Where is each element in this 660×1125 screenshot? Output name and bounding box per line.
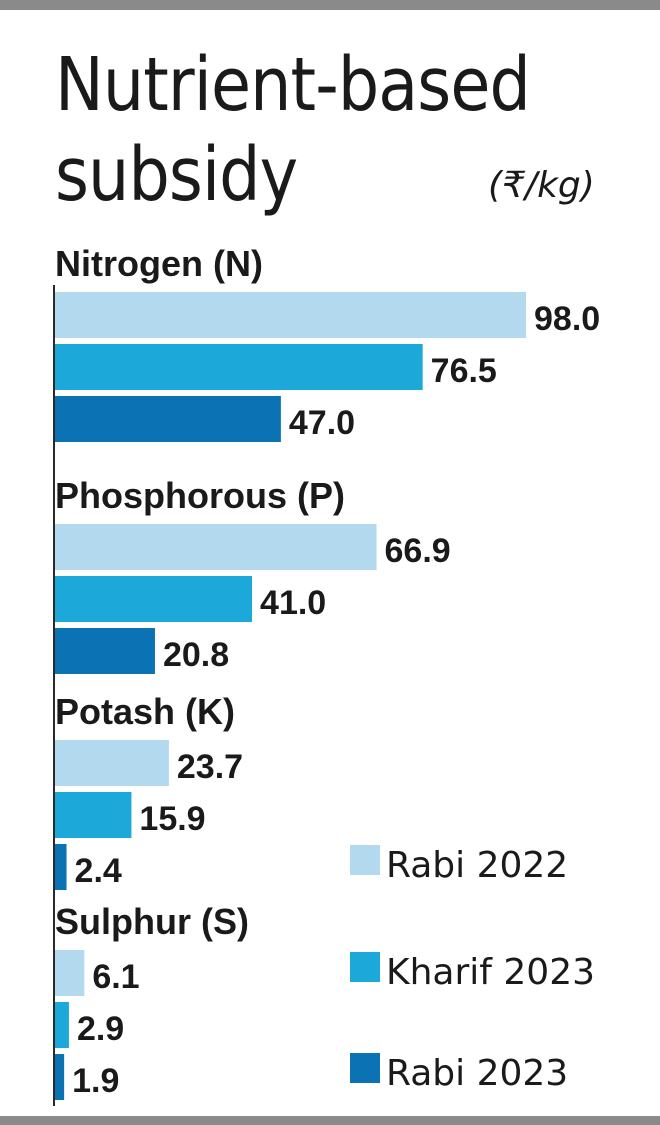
chart-title-line-1: Nutrient-based bbox=[55, 42, 531, 128]
bar-nitrogen-n-rabi-2023 bbox=[55, 396, 281, 442]
category-label-sulphur-s: Sulphur (S) bbox=[55, 901, 249, 942]
bottom-rule bbox=[0, 1116, 660, 1125]
top-rule bbox=[0, 0, 660, 10]
bar-phosphorous-p-rabi-2022 bbox=[55, 524, 377, 570]
bar-potash-k-kharif-2023 bbox=[55, 792, 132, 838]
bar-sulphur-s-kharif-2023 bbox=[55, 1002, 69, 1048]
bar-nitrogen-n-rabi-2022 bbox=[55, 292, 526, 338]
bar-sulphur-s-rabi-2022 bbox=[55, 950, 85, 996]
bar-phosphorous-p-kharif-2023 bbox=[55, 576, 253, 622]
bar-phosphorous-p-rabi-2023 bbox=[55, 628, 155, 674]
value-label-sulphur-s-rabi-2022: 6.1 bbox=[92, 958, 139, 996]
chart-title-line-2: subsidy bbox=[55, 132, 298, 218]
value-label-phosphorous-p-rabi-2023: 20.8 bbox=[163, 636, 229, 674]
bar-potash-k-rabi-2022 bbox=[55, 740, 169, 786]
category-label-potash-k: Potash (K) bbox=[55, 691, 235, 732]
value-label-potash-k-kharif-2023: 15.9 bbox=[139, 800, 205, 838]
category-label-phosphorous-p: Phosphorous (P) bbox=[55, 475, 345, 516]
legend-swatch-kharif-2023 bbox=[350, 952, 380, 982]
value-label-nitrogen-n-kharif-2023: 76.5 bbox=[431, 352, 497, 390]
legend-swatch-rabi-2022 bbox=[350, 845, 380, 875]
legend-label-rabi-2022: Rabi 2022 bbox=[386, 845, 568, 886]
legend-label-kharif-2023: Kharif 2023 bbox=[386, 952, 595, 993]
value-label-potash-k-rabi-2023: 2.4 bbox=[75, 852, 122, 890]
bar-potash-k-rabi-2023 bbox=[55, 844, 67, 890]
unit-label: (₹/kg) bbox=[488, 165, 595, 206]
value-label-sulphur-s-kharif-2023: 2.9 bbox=[77, 1010, 124, 1048]
value-label-nitrogen-n-rabi-2023: 47.0 bbox=[289, 404, 355, 442]
legend-label-rabi-2023: Rabi 2023 bbox=[386, 1053, 568, 1094]
value-label-nitrogen-n-rabi-2022: 98.0 bbox=[534, 300, 600, 338]
category-label-nitrogen-n: Nitrogen (N) bbox=[55, 243, 263, 284]
bar-nitrogen-n-kharif-2023 bbox=[55, 344, 423, 390]
value-label-potash-k-rabi-2022: 23.7 bbox=[177, 748, 243, 786]
value-label-phosphorous-p-kharif-2023: 41.0 bbox=[260, 584, 326, 622]
legend-swatch-rabi-2023 bbox=[350, 1053, 380, 1083]
bar-sulphur-s-rabi-2023 bbox=[55, 1054, 65, 1100]
value-label-sulphur-s-rabi-2023: 1.9 bbox=[72, 1062, 119, 1100]
value-label-phosphorous-p-rabi-2022: 66.9 bbox=[385, 532, 451, 570]
